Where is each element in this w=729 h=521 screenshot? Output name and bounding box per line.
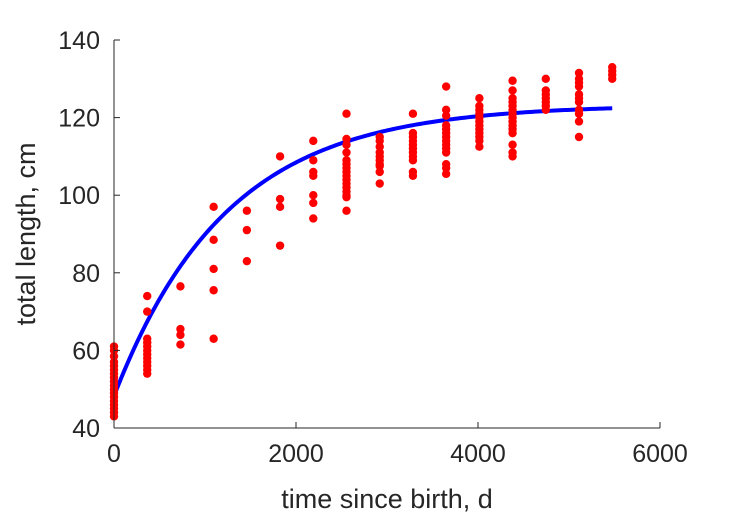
data-point [574,117,584,126]
data-point [176,330,185,340]
data-point [574,109,584,118]
data-point [541,74,550,84]
data-point [508,140,517,149]
data-point [408,109,418,118]
data-point [574,68,584,78]
data-point [342,148,351,157]
fit-curve [112,106,613,397]
data-point [475,142,484,151]
data-point [508,76,517,85]
data-point [574,82,584,91]
data-point [342,192,351,202]
data-point [342,109,351,118]
y-tick-label: 140 [58,27,100,55]
data-point [441,169,451,179]
x-tick-label: 0 [107,440,121,468]
data-point [408,156,418,165]
y-tick-label: 60 [72,337,100,365]
data-points-layer [109,62,617,421]
data-point [242,206,252,215]
axes-layer [113,40,660,429]
data-point [209,286,218,295]
data-point [309,191,318,200]
data-point [574,132,584,142]
data-point [275,202,285,212]
data-point [342,134,351,144]
data-point [209,334,218,343]
data-point [143,307,152,316]
data-point [342,140,351,149]
data-point [574,97,584,107]
x-tick-label: 4000 [450,440,506,468]
data-point [143,369,152,378]
data-point [309,214,318,223]
data-point [375,161,384,171]
data-point [275,194,285,204]
data-point [176,282,185,291]
data-point [375,167,384,177]
data-point [441,111,451,120]
data-point [309,198,318,208]
data-point [508,152,517,161]
data-point [309,171,318,180]
data-point [541,105,550,115]
data-point [508,86,517,95]
data-point [242,225,252,235]
data-point [608,74,617,84]
data-point [309,156,318,165]
data-point [209,202,218,212]
y-tick-label: 40 [72,415,100,443]
data-point [441,163,451,173]
data-point [441,105,451,115]
data-point [209,235,218,245]
data-point [441,82,451,91]
fit-curve-layer [112,106,613,397]
data-point [309,136,318,146]
y-axis-title: total length, cm [11,142,41,325]
data-point [209,264,218,274]
y-tick-label: 100 [58,182,100,210]
data-point [475,94,484,103]
data-point [275,152,285,161]
data-point [143,291,152,301]
x-tick-label: 2000 [268,440,324,468]
data-point [275,241,285,250]
y-tick-label: 80 [72,260,100,288]
data-point [475,136,484,146]
data-point [375,142,384,151]
data-point [375,136,384,146]
ticks-layer: 0 2000 4000 6000 40 60 80 100 120 140 [58,27,688,468]
x-tick-label: 6000 [632,440,688,468]
data-point [176,340,185,349]
data-point [441,148,451,157]
data-point [508,128,517,138]
y-tick-label: 120 [58,105,100,133]
data-point [242,256,252,266]
x-axis-title: time since birth, d [281,484,493,514]
data-point [408,171,418,180]
data-point [176,324,185,334]
data-point [342,206,351,215]
data-point [375,179,384,188]
